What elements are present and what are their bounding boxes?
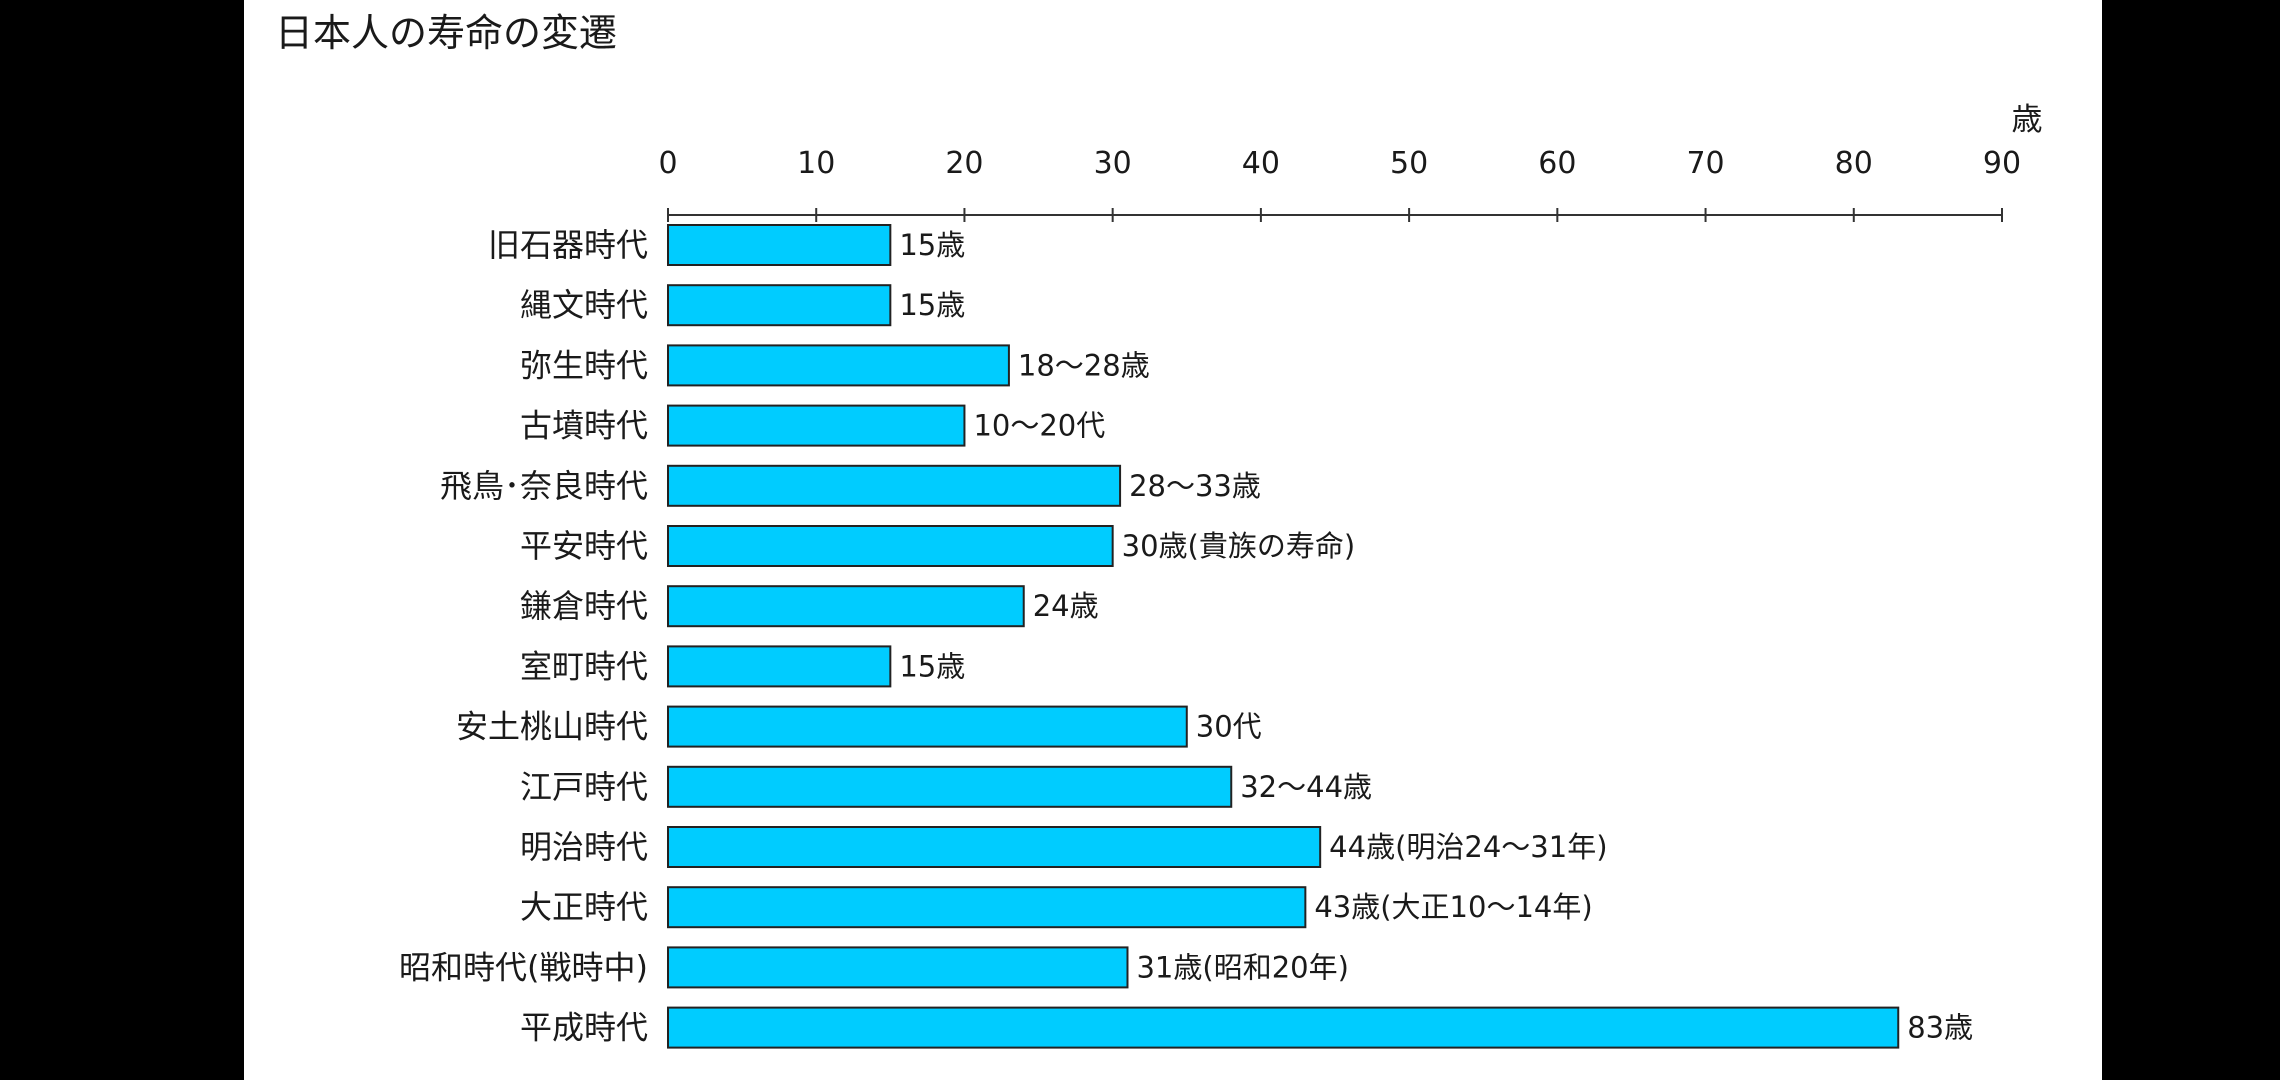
category-label: 飛鳥･奈良時代 (440, 467, 648, 505)
x-tick-label: 90 (1983, 146, 2021, 181)
data-label: 15歳 (899, 228, 965, 262)
x-tick-label: 0 (658, 146, 677, 181)
bar (667, 765, 1233, 808)
bar (667, 404, 966, 447)
category-label: 昭和時代(戦時中) (399, 948, 648, 986)
data-label: 10〜20代 (973, 409, 1105, 443)
category-label: 平成時代 (520, 1009, 648, 1047)
bar (667, 946, 1129, 989)
chart-title: 日本人の寿命の変遷 (275, 11, 618, 55)
bar (667, 886, 1307, 929)
data-label: 15歳 (899, 288, 965, 322)
bar (667, 525, 1114, 567)
x-tick-label: 30 (1094, 146, 1132, 181)
category-label: 大正時代 (520, 888, 648, 926)
x-tick-label: 20 (945, 146, 983, 181)
data-label: 18〜28歳 (1018, 348, 1150, 382)
bar (667, 344, 1010, 387)
data-label: 30代 (1196, 710, 1262, 744)
category-label: 平安時代 (520, 527, 648, 565)
bar (667, 705, 1188, 748)
x-tick-label: 70 (1686, 146, 1724, 181)
category-label: 鎌倉時代 (520, 587, 648, 625)
data-label: 83歳 (1907, 1011, 1973, 1045)
data-label: 24歳 (1033, 589, 1099, 623)
unit-label: 歳 (2012, 102, 2043, 138)
x-tick-label: 50 (1390, 146, 1428, 181)
bar (667, 645, 892, 688)
category-label: 室町時代 (520, 647, 648, 685)
category-label: 安土桃山時代 (456, 708, 648, 746)
data-label: 28〜33歳 (1129, 469, 1261, 503)
category-label: 古墳時代 (520, 407, 648, 445)
category-label: 縄文時代 (520, 286, 648, 324)
bar (667, 826, 1322, 868)
bar (667, 284, 892, 327)
category-label: 旧石器時代 (488, 226, 648, 264)
x-tick-label: 10 (797, 146, 835, 181)
category-label: 江戸時代 (520, 768, 648, 806)
x-tick-label: 80 (1835, 146, 1873, 181)
bar (667, 224, 892, 266)
data-label: 32〜44歳 (1240, 770, 1372, 804)
x-tick-label: 40 (1242, 146, 1280, 181)
data-label: 43歳(大正10〜14年) (1314, 890, 1592, 924)
bar (667, 1006, 1900, 1049)
data-label: 30歳(貴族の寿命) (1122, 529, 1356, 563)
data-label: 15歳 (899, 649, 965, 683)
category-label: 弥生時代 (520, 346, 648, 384)
category-label: 明治時代 (520, 828, 648, 866)
x-tick-label: 60 (1538, 146, 1576, 181)
bar (667, 464, 1122, 507)
bar (667, 585, 1025, 628)
data-label: 44歳(明治24〜31年) (1329, 830, 1607, 864)
data-label: 31歳(昭和20年) (1136, 950, 1348, 984)
